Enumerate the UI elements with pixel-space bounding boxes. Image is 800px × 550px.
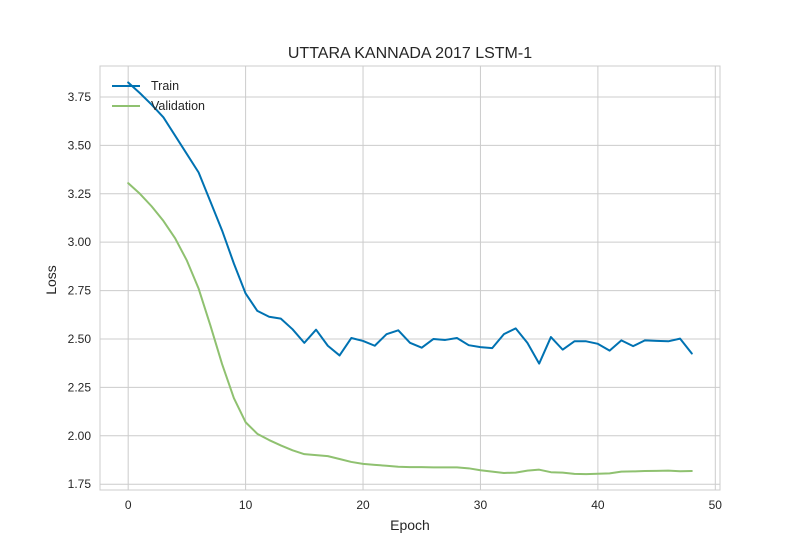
y-tick-label: 2.50: [68, 332, 92, 346]
y-tick-label: 2.00: [68, 429, 92, 443]
y-tick-label: 3.00: [68, 235, 92, 249]
tick-labels: 0 10 20 30 40 50 1.75 2.00 2.25 2.50 2.75 3.00 3.25 3…: [68, 90, 723, 512]
legend-label: Validation: [151, 99, 205, 113]
legend-label: Train: [151, 79, 179, 93]
grid: [100, 66, 720, 490]
legend-item-validation: Validation: [112, 99, 205, 113]
y-tick-label: 3.75: [68, 90, 92, 104]
legend-item-train: Train: [112, 79, 179, 93]
y-tick-label: 3.50: [68, 138, 92, 152]
series-lines: [127, 81, 693, 476]
x-tick-label: 50: [709, 498, 723, 512]
chart-title: UTTARA KANNADA 2017 LSTM-1: [288, 45, 532, 62]
x-tick-label: 20: [356, 498, 370, 512]
series-line-train: [127, 81, 693, 365]
x-axis-title: Epoch: [390, 517, 430, 533]
plot-frame: [99, 65, 721, 491]
series-line-validation: [127, 182, 693, 476]
y-tick-label: 3.25: [68, 187, 92, 201]
y-tick-label: 1.75: [68, 477, 92, 491]
y-tick-label: 2.25: [68, 380, 92, 394]
x-tick-label: 40: [591, 498, 605, 512]
y-tick-label: 2.75: [68, 284, 92, 298]
legend: Train Validation: [112, 79, 205, 113]
y-axis-title: Loss: [43, 265, 59, 295]
x-tick-label: 0: [125, 498, 132, 512]
x-tick-label: 10: [239, 498, 253, 512]
x-tick-label: 30: [474, 498, 488, 512]
